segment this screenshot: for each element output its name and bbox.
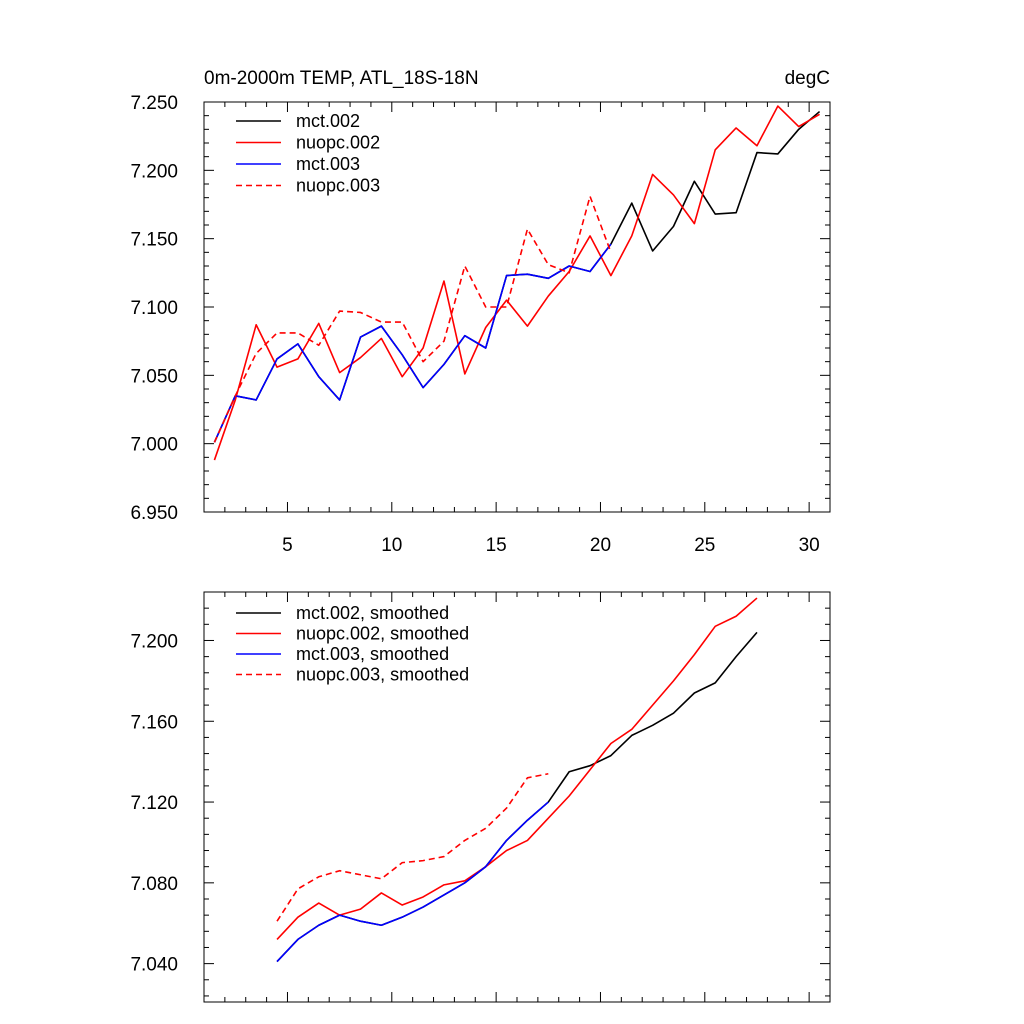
x-tick-label: 10 [381,535,402,556]
legend-label: mct.003, smoothed [296,644,449,664]
top-panel: 5 10 15 20 25 30 6.950 7.000 7.050 7.100 7.150 7.20… [130,68,831,556]
x-tick-label: 25 [694,535,715,556]
x-tick-label: 30 [799,535,820,556]
y-tick-label: 7.200 [130,161,178,182]
y-tick-label: 7.000 [130,435,178,456]
series-line-nuopc-003-smoothed [276,772,549,922]
legend-label: mct.002, smoothed [296,603,449,623]
y-tick-label: 7.040 [130,955,178,976]
y-tick-label: 7.200 [130,631,178,652]
x-tick-label: 5 [282,535,293,556]
y-tick-label: 7.150 [130,230,178,251]
y-tick-label: 7.050 [130,366,178,387]
series-line-mct-003-smoothed [276,801,549,963]
y-tick-label: 7.100 [130,298,178,319]
legend-label: nuopc.003 [296,176,380,196]
units-label: degC [785,68,830,89]
legend-label: nuopc.002, smoothed [296,624,469,644]
series-line-nuopc-002-smoothed [276,597,758,940]
x-tick-label: 20 [590,535,611,556]
y-tick-label: 7.160 [130,712,178,733]
y-tick-label: 7.250 [130,93,178,114]
series-line-nuopc-002 [213,105,820,461]
y-tick-label: 7.080 [130,874,178,895]
legend-label: nuopc.002 [296,133,380,153]
series-line-nuopc-003 [213,195,612,443]
x-tick-label: 15 [486,535,507,556]
legend-label: nuopc.003, smoothed [296,665,469,685]
legend-label: mct.003 [296,154,360,174]
chart-title: 0m-2000m TEMP, ATL_18S-18N [204,68,479,89]
y-tick-label: 6.950 [130,503,178,524]
y-tick-label: 7.120 [130,793,178,814]
legend-label: mct.002 [296,111,360,131]
bottom-panel: 7.040 7.080 7.120 7.160 7.200 mct.002, smooth… [130,591,831,1003]
series-line-mct-003 [213,243,612,443]
